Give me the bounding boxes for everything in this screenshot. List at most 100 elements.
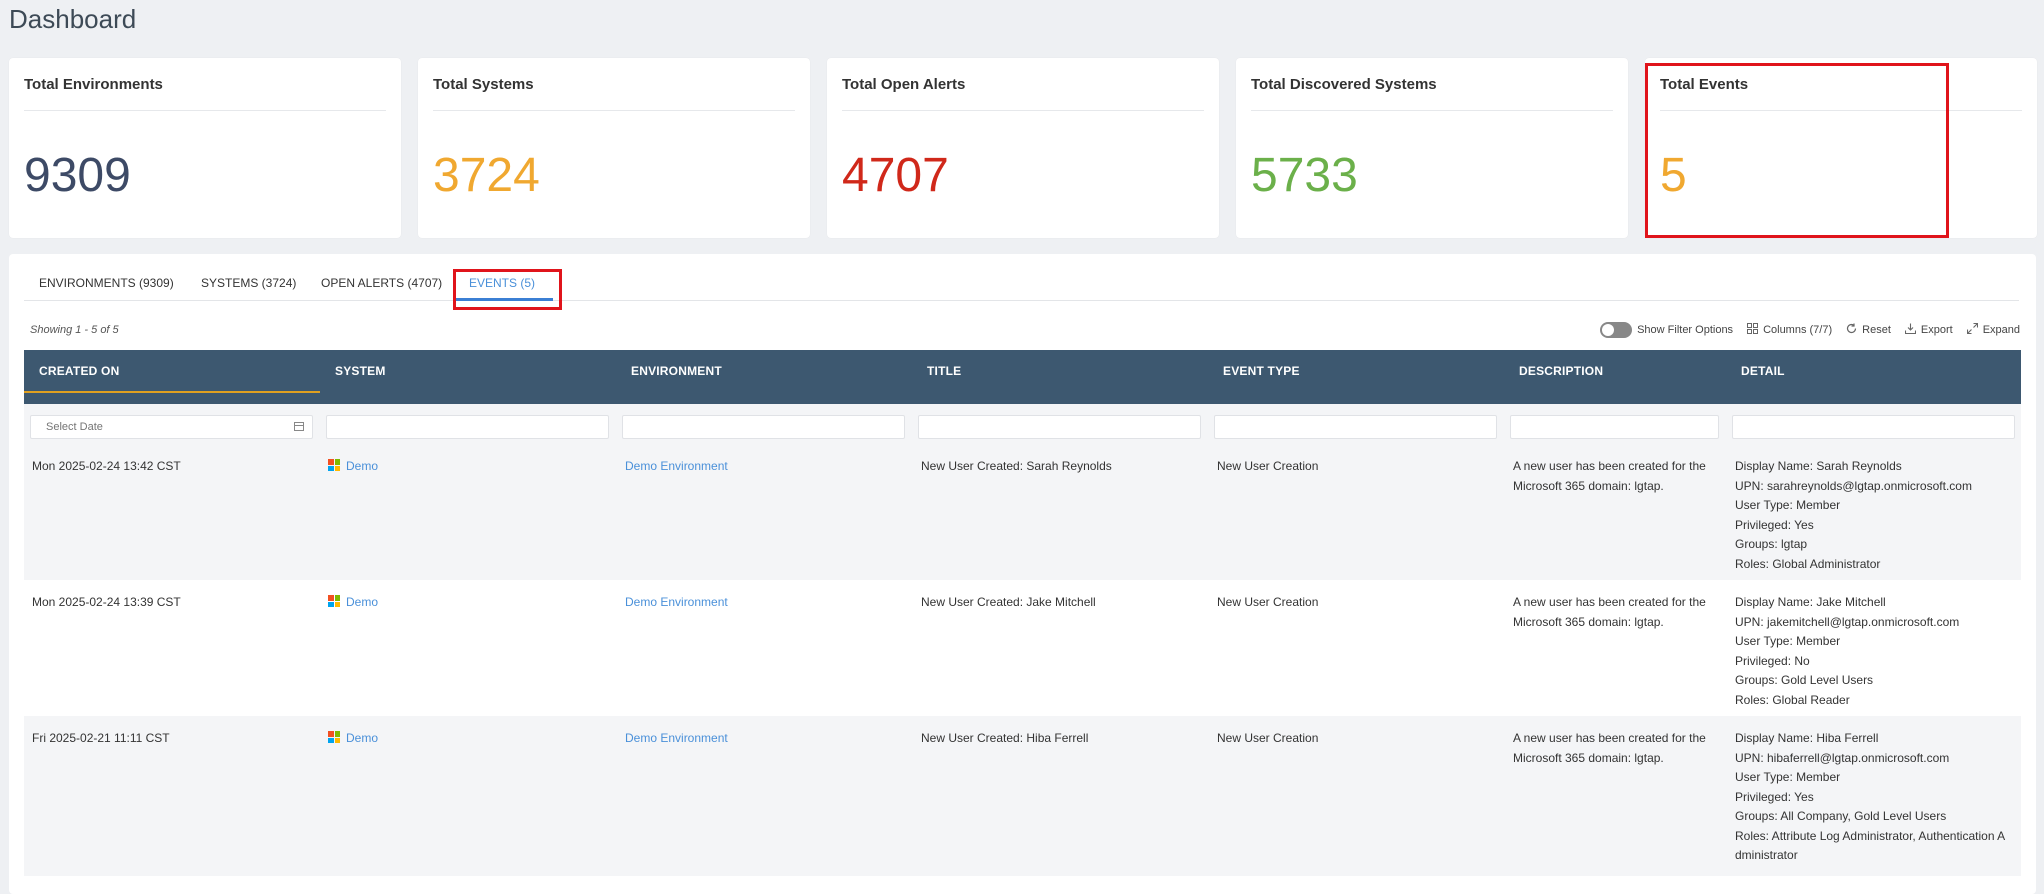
detail-line: UPN: hibaferrell@lgtap.onmicrosoft.com [1735,750,1950,765]
tab-active-underline [453,298,553,301]
table-row[interactable]: Fri 2025-02-21 11:11 CST Demo Demo Envir… [24,716,2021,876]
detail-line: Privileged: Yes [1735,517,1814,532]
column-header-detail[interactable]: DETAIL [1741,364,1785,378]
date-filter-input[interactable] [31,416,312,438]
detail-line: Display Name: Sarah Reynolds [1735,459,1902,473]
system-link[interactable]: Demo [346,731,379,745]
highlight-events-tab [453,269,562,310]
tab-systems[interactable]: SYSTEMS (3724) [201,276,297,290]
column-header-system[interactable]: SYSTEM [335,364,386,378]
event-type-filter-input[interactable] [1215,416,1496,438]
cell-created-on: Fri 2025-02-21 11:11 CST [32,731,170,745]
detail-line: Privileged: No [1735,653,1810,668]
highlight-total-events [1645,63,1949,238]
cell-event-type: New User Creation [1217,731,1319,745]
calendar-icon [294,422,304,431]
date-filter[interactable] [30,415,313,439]
card-total-events[interactable]: Total Events 5 [1645,58,2037,238]
microsoft-logo-icon [328,595,340,607]
detail-line: Roles: Global Administrator [1735,556,1881,571]
environment-filter-input[interactable] [623,416,904,438]
columns-label: Columns (7/7) [1763,324,1833,336]
description-filter[interactable] [1510,415,1719,439]
column-header-title[interactable]: TITLE [927,364,962,378]
column-header-created-on[interactable]: CREATED ON [39,364,120,378]
filter-toggle-label: Show Filter Options [1637,324,1734,336]
cell-environment: Demo Environment [625,593,728,613]
system-filter[interactable] [326,415,609,439]
cell-description: A new user has been created for the Micr… [1513,593,1723,632]
cell-system: Demo [328,593,378,613]
detail-line: Display Name: Hiba Ferrell [1735,731,1879,745]
detail-line: Roles: Attribute Log Administrator, Auth… [1735,828,2006,843]
detail-line: User Type: Member [1735,498,1841,512]
title-filter[interactable] [918,415,1201,439]
detail-line: User Type: Member [1735,634,1841,648]
card-title: Total Open Alerts [842,76,1204,111]
export-button[interactable]: Export [1904,323,1953,337]
cell-title: New User Created: Sarah Reynolds [921,459,1112,473]
sort-indicator [24,391,320,393]
environment-link[interactable]: Demo Environment [625,459,728,473]
tab-open-alerts[interactable]: OPEN ALERTS (4707) [321,276,443,290]
card-title: Total Environments [24,76,386,111]
results-count: Showing 1 - 5 of 5 [30,324,119,336]
cell-detail: Display Name: Sarah Reynolds UPN: sarahr… [1735,457,1972,574]
card-value: 9309 [24,149,131,202]
environment-link[interactable]: Demo Environment [625,595,728,609]
system-filter-input[interactable] [327,416,608,438]
card-title: Total Events [1660,76,2022,111]
cell-title: New User Created: Jake Mitchell [921,595,1096,609]
cell-created-on: Mon 2025-02-24 13:39 CST [32,595,181,609]
environment-link[interactable]: Demo Environment [625,731,728,745]
cell-system: Demo [328,729,378,749]
table-row[interactable]: Mon 2025-02-24 13:42 CST Demo Demo Envir… [24,444,2021,580]
card-total-environments[interactable]: Total Environments 9309 [9,58,401,238]
cell-event-type: New User Creation [1217,595,1319,609]
tab-events[interactable]: EVENTS (5) [469,276,536,290]
system-link[interactable]: Demo [346,459,379,473]
expand-icon [1966,322,1978,337]
tab-bar: ENVIRONMENTS (9309) SYSTEMS (3724) OPEN … [24,266,2019,301]
detail-line: Groups: All Company, Gold Level Users [1735,809,1947,823]
card-title: Total Systems [433,76,795,111]
column-header-environment[interactable]: ENVIRONMENT [631,364,722,378]
detail-filter[interactable] [1732,415,2015,439]
event-type-filter[interactable] [1214,415,1497,439]
card-total-open-alerts[interactable]: Total Open Alerts 4707 [827,58,1219,238]
detail-line: Display Name: Jake Mitchell [1735,595,1886,609]
card-value: 4707 [842,149,949,202]
columns-button[interactable]: Columns (7/7) [1747,323,1832,337]
column-header-event-type[interactable]: EVENT TYPE [1223,364,1300,378]
cell-environment: Demo Environment [625,729,728,749]
detail-filter-input[interactable] [1733,416,2014,438]
reset-button[interactable]: Reset [1846,323,1891,337]
filter-row [24,404,2021,444]
cell-detail: Display Name: Hiba Ferrell UPN: hibaferr… [1735,729,2005,866]
card-value: 5733 [1251,149,1358,202]
refresh-icon [1846,323,1857,337]
system-link[interactable]: Demo [346,595,379,609]
card-value: 5 [1660,149,1687,202]
table-row[interactable]: Mon 2025-02-24 13:39 CST Demo Demo Envir… [24,580,2021,716]
title-filter-input[interactable] [919,416,1200,438]
environment-filter[interactable] [622,415,905,439]
toggle-switch-icon [1600,322,1633,338]
detail-line: dministrator [1735,848,1798,862]
reset-label: Reset [1862,324,1891,336]
cell-description: A new user has been created for the Micr… [1513,729,1723,768]
card-title: Total Discovered Systems [1251,76,1613,111]
card-total-discovered-systems[interactable]: Total Discovered Systems 5733 [1236,58,1628,238]
filter-toggle[interactable]: Show Filter Options [1600,322,1733,338]
description-line: Microsoft 365 domain: lgtap. [1513,614,1664,629]
expand-label: Expand [1982,324,2020,336]
grid-icon [1747,323,1759,337]
description-filter-input[interactable] [1511,416,1718,438]
cell-environment: Demo Environment [625,457,728,477]
cell-detail: Display Name: Jake Mitchell UPN: jakemit… [1735,593,1959,710]
card-total-systems[interactable]: Total Systems 3724 [418,58,810,238]
description-line: A new user has been created for the [1513,459,1706,473]
column-header-description[interactable]: DESCRIPTION [1519,364,1604,378]
expand-button[interactable]: Expand [1966,322,2020,337]
tab-environments[interactable]: ENVIRONMENTS (9309) [39,276,174,290]
